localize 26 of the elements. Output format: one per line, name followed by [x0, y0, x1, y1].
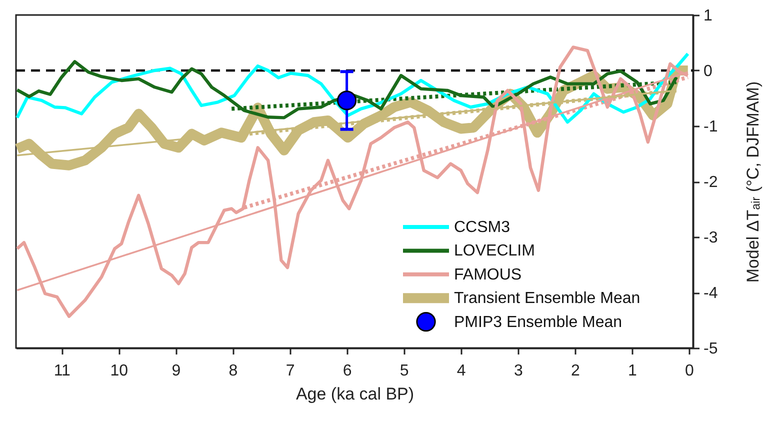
x-tick-label: 11 [54, 362, 71, 380]
y-tick-label: -4 [704, 285, 718, 302]
x-tick-label: 2 [570, 362, 580, 380]
x-tick-label: 0 [685, 362, 694, 380]
x-tick-label: 8 [228, 362, 238, 380]
x-tick-label: 9 [172, 362, 181, 380]
y-axis-title: Model ΔTₐᵢᵣ (°C, DJFMAM) [744, 81, 762, 283]
legend-label: Transient Ensemble Mean [454, 290, 640, 308]
legend-label: FAMOUS [454, 266, 522, 284]
x-axis-title: Age (ka cal BP) [296, 384, 414, 404]
y-tick-label: -1 [704, 118, 718, 136]
x-tick-label: 10 [110, 362, 128, 380]
y-tick-label: 1 [704, 8, 712, 24]
legend-label: PMIP3 Ensemble Mean [454, 314, 622, 331]
y-tick-label: -3 [704, 230, 718, 246]
x-tick-label: 6 [342, 362, 352, 380]
x-tick-label: 1 [628, 362, 638, 380]
y-tick-label: -2 [704, 174, 718, 191]
x-tick-label: 3 [514, 362, 523, 380]
legend-label: CCSM3 [454, 219, 510, 236]
y-tick-label: -5 [704, 340, 718, 358]
x-tick-label: 5 [400, 362, 409, 380]
y-tick-label: 0 [704, 63, 712, 80]
legend-label: LOVECLIM [454, 242, 535, 260]
x-tick-label: 7 [286, 362, 295, 380]
x-tick-label: 4 [456, 362, 466, 380]
